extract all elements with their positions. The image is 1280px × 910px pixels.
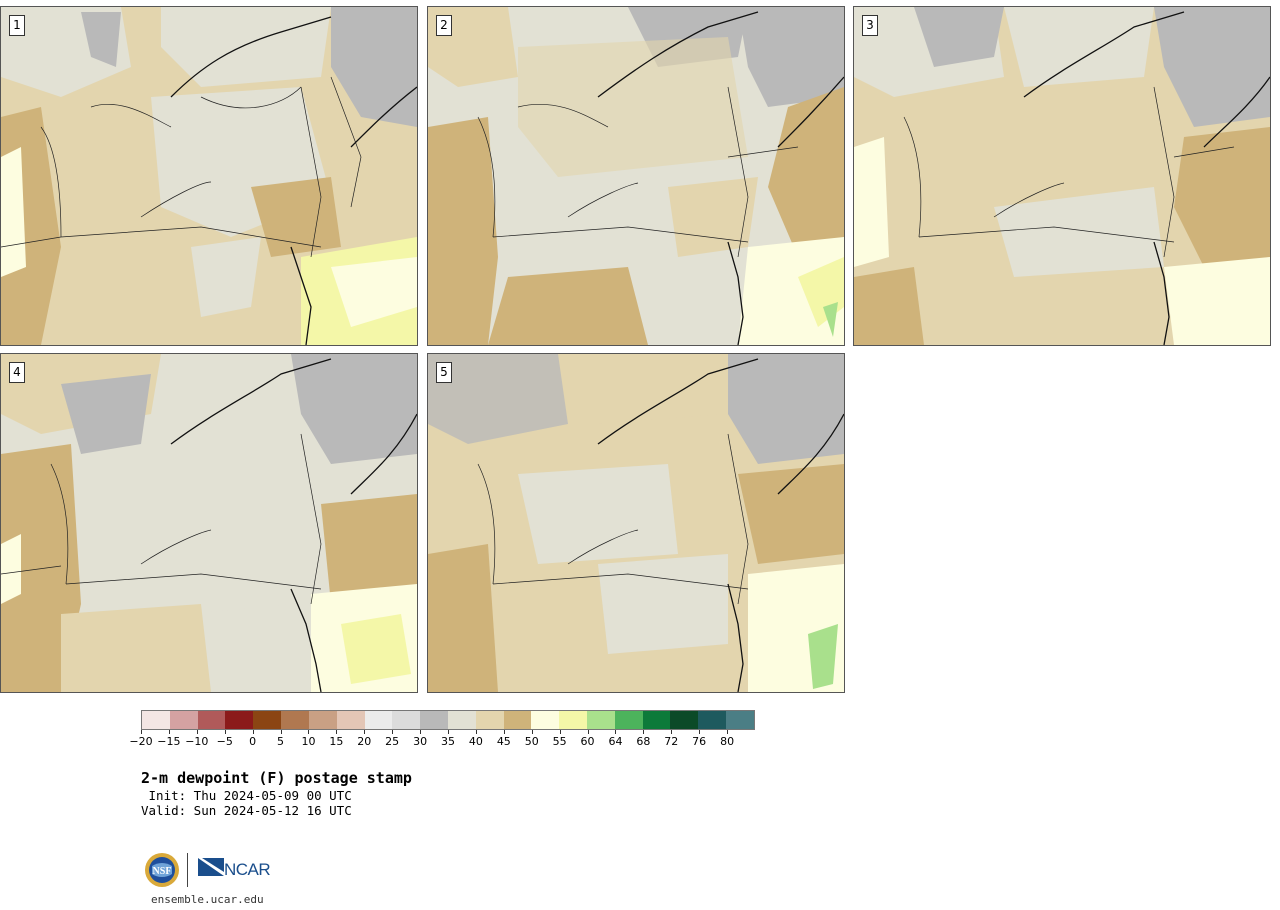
colorbar-tick <box>559 730 561 734</box>
colorbar-tick <box>196 730 198 734</box>
colorbar-swatch <box>197 711 226 729</box>
colorbar-tick <box>280 730 282 734</box>
postage-stamp-map-1: 1 <box>0 6 418 346</box>
colorbar-tick-label: 10 <box>301 735 316 748</box>
colorbar-swatch <box>670 711 699 729</box>
colorbar-tick <box>531 730 533 734</box>
colorbar-tick <box>168 730 170 734</box>
colorbar-tick <box>615 730 617 734</box>
postage-stamp-map-2: 2 <box>427 6 845 346</box>
colorbar-tick <box>308 730 310 734</box>
panel-number-label: 5 <box>436 362 452 383</box>
colorbar-tick-label: 25 <box>385 735 400 748</box>
colorbar-swatch <box>281 711 309 729</box>
colorbar-tick-label: −10 <box>185 735 209 748</box>
colorbar-tick-label: −15 <box>157 735 181 748</box>
postage-stamp-map-4: 4 <box>0 353 418 693</box>
colorbar-swatch <box>253 711 282 729</box>
colorbar-tick-label: 5 <box>277 735 285 748</box>
ncar-mark-icon <box>198 858 224 876</box>
colorbar-tick-labels: −20 −15 −10 −5 0 5 10 15 20 25 30 35 40 45 50 55 60 64 68 7… <box>129 730 755 750</box>
colorbar-tick <box>141 730 142 734</box>
colorbar-tick <box>392 730 394 734</box>
dewpoint-colorbar <box>141 710 755 730</box>
colorbar-swatch <box>142 711 170 729</box>
colorbar-swatch <box>698 711 727 729</box>
colorbar-tick <box>671 730 673 734</box>
postage-stamp-map-5: 5 <box>427 353 845 693</box>
colorbar-swatch <box>531 711 560 729</box>
panel-number-label: 4 <box>9 362 25 383</box>
colorbar-swatch <box>364 711 393 729</box>
panel-number-label: 2 <box>436 15 452 36</box>
colorbar-swatch <box>225 711 254 729</box>
colorbar-tick <box>252 730 254 734</box>
colorbar-tick-label: 76 <box>692 735 707 748</box>
colorbar-tick-label: 64 <box>608 735 623 748</box>
colorbar-tick <box>475 730 477 734</box>
colorbar-tick-label: 68 <box>636 735 651 748</box>
colorbar-swatch <box>475 711 504 729</box>
colorbar-tick-label: 80 <box>720 735 735 748</box>
valid-time: Valid: Sun 2024-05-12 16 UTC <box>141 803 352 818</box>
init-time: Init: Thu 2024-05-09 00 UTC <box>141 788 352 803</box>
colorbar-swatch <box>726 711 754 729</box>
nsf-logo-icon: NSF <box>145 853 179 887</box>
colorbar-tick <box>420 730 422 734</box>
figure-title: 2-m dewpoint (F) postage stamp <box>141 769 412 787</box>
panel-number-label: 3 <box>862 15 878 36</box>
colorbar-tick-label: 0 <box>249 735 257 748</box>
colorbar-swatch <box>587 711 615 729</box>
colorbar-swatch <box>614 711 643 729</box>
colorbar-tick-label: 50 <box>524 735 539 748</box>
colorbar-tick <box>727 730 729 734</box>
colorbar-tick <box>448 730 449 734</box>
figure-title-block: 2-m dewpoint (F) postage stamp Init: Thu… <box>141 768 412 818</box>
colorbar-tick-label: 45 <box>496 735 511 748</box>
colorbar-tick <box>699 730 701 734</box>
colorbar-tick <box>587 730 589 734</box>
ncar-logo-text: NCAR <box>224 860 271 879</box>
colorbar-tick-label: 35 <box>441 735 455 748</box>
colorbar-tick-label: 60 <box>580 735 595 748</box>
colorbar-tick-label: 20 <box>357 735 372 748</box>
colorbar-tick <box>224 730 226 734</box>
site-url: ensemble.ucar.edu <box>151 893 264 906</box>
colorbar-tick <box>336 730 338 734</box>
colorbar-swatch <box>392 711 421 729</box>
postage-stamp-map-3: 3 <box>853 6 1271 346</box>
panel-number-label: 1 <box>9 15 25 36</box>
colorbar-swatch <box>420 711 448 729</box>
dewpoint-map-3 <box>854 7 1270 345</box>
colorbar-tick <box>503 730 505 734</box>
dewpoint-map-4 <box>1 354 417 692</box>
colorbar-swatch <box>308 711 337 729</box>
colorbar-tick <box>364 730 366 734</box>
colorbar-tick-label: −20 <box>129 735 153 748</box>
colorbar-tick-label: 30 <box>413 735 428 748</box>
colorbar-swatch <box>336 711 365 729</box>
dewpoint-map-1 <box>1 7 417 345</box>
logo-divider <box>187 853 188 887</box>
colorbar-tick-label: 40 <box>468 735 483 748</box>
colorbar-swatch <box>503 711 532 729</box>
colorbar-swatch <box>447 711 476 729</box>
svg-text:NSF: NSF <box>153 866 172 877</box>
colorbar-swatch <box>169 711 198 729</box>
colorbar-tick-label: −5 <box>216 735 233 748</box>
colorbar-tick-label: 55 <box>552 735 567 748</box>
dewpoint-map-2 <box>428 7 844 345</box>
sponsor-logos: NSF NCAR <box>144 850 284 890</box>
colorbar-swatch <box>559 711 587 729</box>
colorbar-tick-label: 72 <box>664 735 679 748</box>
colorbar-swatch <box>642 711 671 729</box>
colorbar-tick-label: 15 <box>329 735 344 748</box>
colorbar-tick <box>643 730 645 734</box>
dewpoint-map-5 <box>428 354 844 692</box>
